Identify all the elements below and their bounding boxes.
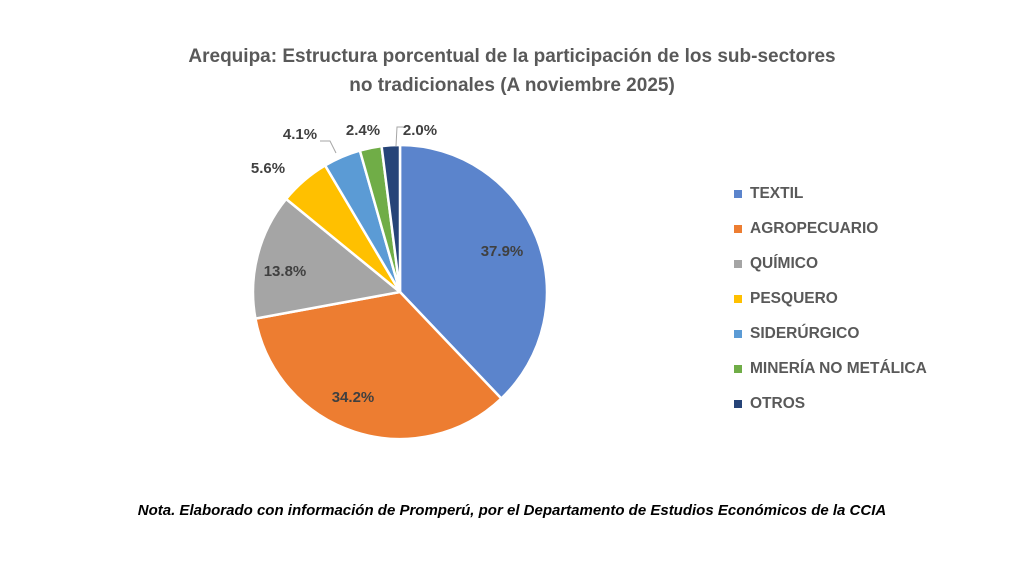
- legend-item-textil: TEXTIL: [734, 176, 927, 211]
- source-note: Nota. Elaborado con información de Promp…: [137, 502, 887, 519]
- legend-item-quimico: QUÍMICO: [734, 246, 927, 281]
- legend-swatch: [734, 364, 742, 373]
- data-label: 2.4%: [346, 122, 380, 139]
- legend-swatch: [734, 189, 742, 198]
- legend-label: QUÍMICO: [750, 254, 819, 272]
- leader-line: [395, 126, 404, 147]
- legend-item-otros: OTROS: [734, 386, 927, 421]
- chart-title-line-2: no tradicionales (A noviembre 2025): [349, 75, 675, 96]
- data-label: 4.1%: [283, 126, 317, 143]
- pie-slice-otros: [380, 143, 402, 294]
- leader-line: [320, 140, 337, 154]
- legend-label: PESQUERO: [750, 289, 838, 307]
- data-label: 13.8%: [264, 263, 307, 280]
- legend-label: SIDERÚRGICO: [750, 324, 860, 342]
- data-label: 34.2%: [332, 389, 375, 406]
- data-label: 5.6%: [251, 160, 285, 177]
- data-label: 2.0%: [403, 122, 437, 139]
- chart-legend: TEXTIL AGROPECUARIO QUÍMICO PESQUERO SID…: [734, 176, 927, 421]
- pie-slice-qu-mico: [251, 197, 402, 320]
- legend-item-mineria-no-metalica: MINERÍA NO METÁLICA: [734, 351, 927, 386]
- legend-label: MINERÍA NO METÁLICA: [750, 359, 927, 377]
- legend-swatch: [734, 399, 742, 408]
- chart-title: Arequipa: Estructura porcentual de la pa…: [0, 42, 1024, 100]
- pie-slice-textil: [398, 143, 549, 400]
- chart-title-line-1: Arequipa: Estructura porcentual de la pa…: [188, 46, 836, 67]
- legend-swatch: [734, 224, 742, 233]
- legend-label: TEXTIL: [750, 184, 804, 202]
- legend-swatch: [734, 294, 742, 303]
- data-label: 37.9%: [481, 243, 524, 260]
- legend-item-siderurgico: SIDERÚRGICO: [734, 316, 927, 351]
- pie-slice-agropecuario: [254, 290, 503, 441]
- legend-label: OTROS: [750, 394, 806, 412]
- legend-swatch: [734, 329, 742, 338]
- legend-swatch: [734, 259, 742, 268]
- legend-item-agropecuario: AGROPECUARIO: [734, 211, 927, 246]
- legend-item-pesquero: PESQUERO: [734, 281, 927, 316]
- legend-label: AGROPECUARIO: [750, 219, 879, 237]
